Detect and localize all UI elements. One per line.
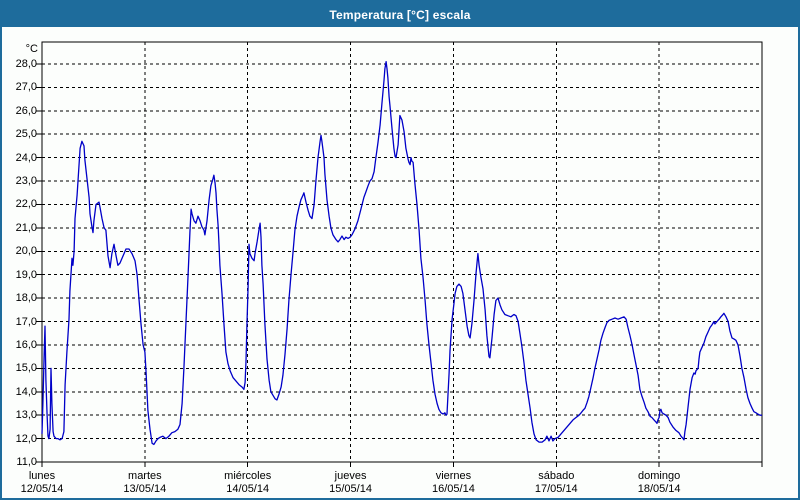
y-axis-tick-label: 15,0 [15, 362, 37, 375]
chart-area: °C 28,0 27,0 26,0 25,0 24,0 23,0 22,0 21,0 20,0 1… [2, 27, 798, 498]
x-axis-day-label: viernes [435, 470, 472, 482]
y-axis-tick-label: 12,0 [15, 432, 37, 445]
y-axis-unit-label: °C [25, 43, 38, 55]
y-axis-tick-label: 18,0 [15, 292, 37, 305]
y-axis-tick-label: 13,0 [15, 409, 37, 422]
y-axis-tick-label: 28,0 [15, 58, 37, 70]
y-axis-tick-label: 19,0 [15, 268, 37, 281]
x-axis-date-label: 12/05/14 [20, 483, 64, 495]
x-axis-day-label: jueves [334, 470, 367, 482]
x-axis-date-label: 17/05/14 [534, 483, 578, 495]
y-axis-tick-label: 14,0 [15, 385, 37, 398]
x-axis-day-label: sábado [538, 470, 575, 482]
temperature-line [41, 61, 762, 446]
y-axis-tick-label: 17,0 [15, 315, 37, 328]
y-axis-tick-label: 16,0 [15, 338, 37, 351]
x-axis-date-label: 16/05/14 [432, 483, 475, 495]
x-axis-day-label: miércoles [224, 470, 272, 482]
y-axis-tick-label: 22,0 [15, 198, 37, 211]
x-axis-day-label: martes [128, 470, 162, 482]
x-axis-day-label: lunes [28, 470, 56, 482]
y-axis-tick-label: 24,0 [15, 151, 37, 164]
y-axis-tick-label: 11,0 [16, 456, 37, 468]
y-axis-tick-label: 26,0 [15, 104, 37, 117]
x-axis-date-label: 13/05/14 [123, 483, 167, 495]
window-title: Temperatura [°C] escala [329, 7, 471, 22]
chart-canvas [36, 41, 763, 467]
y-axis-tick-label: 23,0 [15, 175, 37, 188]
x-axis-date-label: 14/05/14 [226, 483, 270, 495]
title-bar: Temperatura [°C] escala [2, 2, 798, 27]
y-axis-tick-label: 25,0 [15, 128, 37, 141]
y-axis-tick-label: 20,0 [15, 245, 37, 258]
y-axis-tick-label: 27,0 [15, 81, 37, 94]
x-axis-date-label: 18/05/14 [637, 483, 681, 495]
y-axis-tick-label: 21,0 [15, 221, 37, 234]
x-axis-day-label: domingo [638, 470, 681, 482]
x-axis-date-label: 15/05/14 [329, 483, 372, 495]
